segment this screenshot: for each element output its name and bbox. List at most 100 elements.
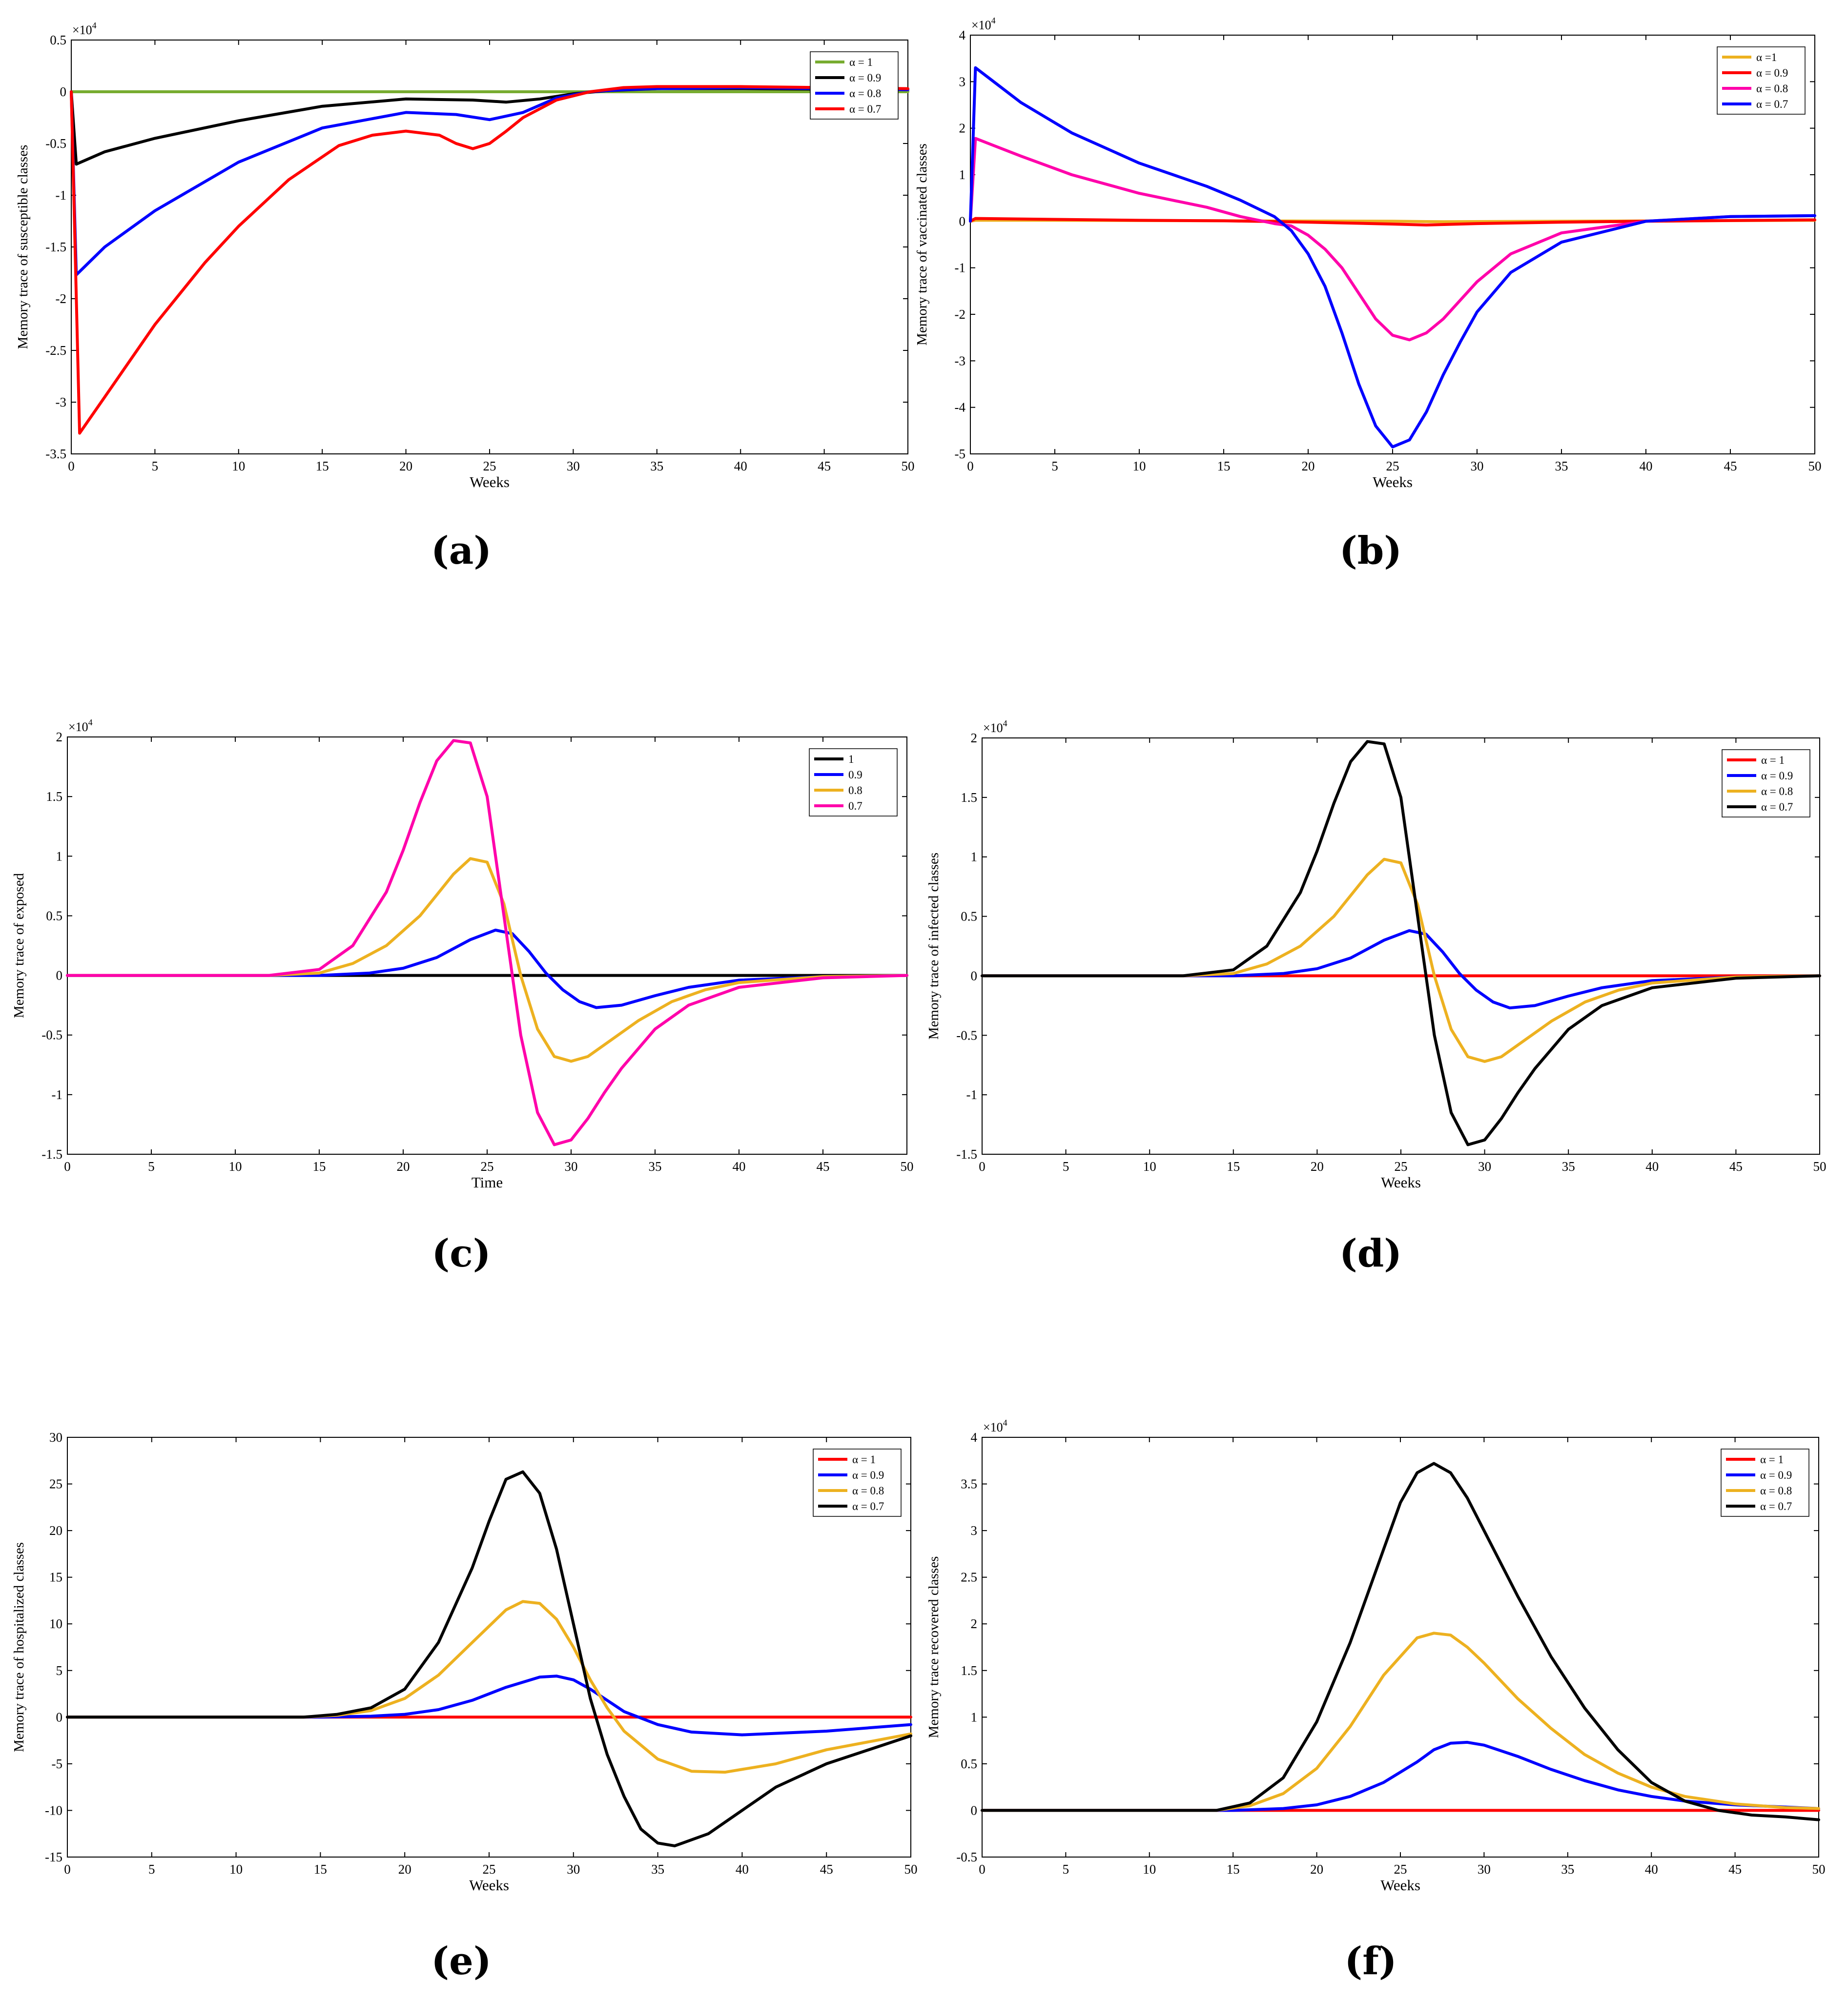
x-axis-label: Time (472, 1174, 503, 1191)
legend-label: α = 0.9 (852, 1469, 884, 1481)
y-tick-label: 2 (971, 731, 978, 745)
x-tick-label: 15 (1227, 1862, 1240, 1877)
y-tick-label: 1 (959, 167, 966, 182)
x-tick-label: 25 (483, 1862, 496, 1877)
x-tick-label: 5 (148, 1862, 155, 1877)
x-tick-label: 30 (567, 1862, 580, 1877)
y-tick-label: 1 (971, 850, 978, 864)
x-tick-label: 35 (650, 459, 663, 473)
y-tick-label: 4 (971, 1430, 978, 1445)
series-line-3 (70, 85, 909, 435)
y-axis-label: Memory trace of infected classes (926, 853, 942, 1040)
axis-multiplier: ×104 (983, 1418, 1007, 1434)
y-tick-label: 0.5 (961, 1757, 977, 1771)
axis-multiplier: ×104 (68, 717, 93, 734)
multiplier-base: ×10 (68, 720, 88, 734)
series-line-3 (981, 740, 1821, 1146)
legend-label: α = 0.8 (852, 1485, 884, 1497)
legend-label: 0.8 (848, 784, 862, 797)
plot-frame (71, 40, 908, 454)
x-tick-label: 10 (229, 1862, 243, 1877)
y-tick-label: -5 (955, 447, 966, 461)
legend: α = 1 α = 0.9 α = 0.8 α = 0.7 (1721, 1449, 1809, 1517)
y-tick-label: -0.5 (956, 1850, 977, 1864)
y-tick-label: 1.5 (961, 790, 977, 805)
legend: α = 1 α = 0.9 α = 0.8 α = 0.7 (810, 51, 899, 120)
panel-caption: (b) (1339, 529, 1402, 573)
series-line-1 (969, 217, 1816, 226)
series-line-1 (66, 928, 908, 1009)
x-tick-label: 10 (1133, 459, 1146, 473)
series-line-1 (981, 1740, 1820, 1812)
plot-frame (982, 1437, 1819, 1858)
legend-label: α =1 (1756, 51, 1777, 63)
y-tick-label: 0.5 (50, 33, 66, 47)
series-line-2 (66, 857, 908, 1063)
x-tick-label: 0 (967, 459, 974, 473)
x-tick-label: 10 (1143, 1862, 1156, 1877)
y-tick-label: 5 (56, 1663, 63, 1678)
x-axis-label: Weeks (1373, 473, 1413, 490)
x-tick-label: 20 (399, 459, 412, 473)
x-tick-label: 40 (1645, 1862, 1658, 1877)
x-tick-label: 5 (152, 459, 159, 473)
panel-caption: (d) (1339, 1231, 1402, 1276)
x-tick-label: 20 (1310, 1862, 1323, 1877)
multiplier-base: ×10 (983, 1420, 1003, 1434)
multiplier-exponent: 4 (92, 20, 97, 30)
x-tick-label: 15 (316, 459, 329, 473)
x-tick-label: 40 (733, 1159, 746, 1174)
legend-label: α = 1 (849, 56, 873, 68)
x-tick-label: 10 (232, 459, 245, 473)
legend-label: α = 0.8 (1756, 82, 1788, 95)
y-tick-label: 3 (971, 1523, 978, 1538)
legend-label: α = 0.9 (1760, 1469, 1792, 1481)
x-tick-label: 15 (1217, 459, 1231, 473)
x-tick-label: 45 (1728, 1862, 1742, 1877)
x-tick-label: 25 (481, 1159, 494, 1174)
x-axis-label: Weeks (470, 473, 510, 490)
x-axis-label: Weeks (1381, 1174, 1421, 1191)
x-tick-label: 35 (1562, 1159, 1575, 1174)
x-tick-label: 45 (1724, 459, 1737, 473)
panel-c: 0 5 10 15 20 25 30 35 40 45 50 2 1.5 1 0.5 0 -0.5 -1 -1.5 T… (11, 717, 914, 1276)
panel-f: 0 5 10 15 20 25 30 35 40 45 5043.532.521.510.50-0.… (926, 1418, 1826, 1983)
panel-caption: (f) (1344, 1939, 1396, 1983)
legend-label: α = 1 (1760, 1453, 1784, 1466)
x-tick-label: 30 (1478, 1159, 1491, 1174)
x-tick-label: 20 (398, 1862, 411, 1877)
series-line-3 (981, 1462, 1820, 1821)
y-tick-label: -3.5 (45, 447, 66, 461)
legend-label: α = 0.7 (1756, 98, 1788, 110)
legend-label: α = 0.8 (1761, 785, 1793, 797)
plot-frame (67, 1437, 911, 1858)
y-tick-label: -4 (955, 400, 966, 415)
series-line-1 (66, 1675, 912, 1736)
y-tick-label: -15 (45, 1850, 62, 1864)
x-tick-label: 0 (979, 1862, 986, 1877)
y-tick-label: -2 (955, 307, 966, 322)
y-tick-label: -0.5 (45, 136, 66, 151)
y-tick-label: -10 (45, 1803, 62, 1818)
y-tick-label: -2.5 (45, 343, 66, 358)
y-tick-label: 1 (971, 1710, 978, 1724)
x-tick-label: 20 (1302, 459, 1315, 473)
multiplier-exponent: 4 (991, 16, 996, 25)
x-tick-label: 50 (1808, 459, 1822, 473)
x-tick-label: 50 (902, 459, 915, 473)
x-tick-label: 50 (904, 1862, 918, 1877)
legend-label: α = 0.9 (1756, 67, 1788, 79)
y-tick-label: 2.5 (961, 1570, 977, 1585)
legend-label: α = 0.7 (852, 1500, 884, 1512)
y-axis-label: Memory trace of hospitalized classes (11, 1542, 27, 1752)
series-line-2 (66, 1600, 912, 1774)
legend-label: α = 1 (852, 1453, 876, 1466)
x-tick-label: 5 (148, 1159, 155, 1174)
panel-caption: (e) (431, 1939, 491, 1983)
x-tick-label: 5 (1063, 1159, 1069, 1174)
multiplier-exponent: 4 (1003, 1418, 1007, 1428)
y-tick-label: -1.5 (45, 240, 66, 254)
x-tick-label: 50 (1812, 1862, 1826, 1877)
multiplier-base: ×10 (983, 721, 1003, 735)
multiplier-base: ×10 (72, 23, 92, 37)
